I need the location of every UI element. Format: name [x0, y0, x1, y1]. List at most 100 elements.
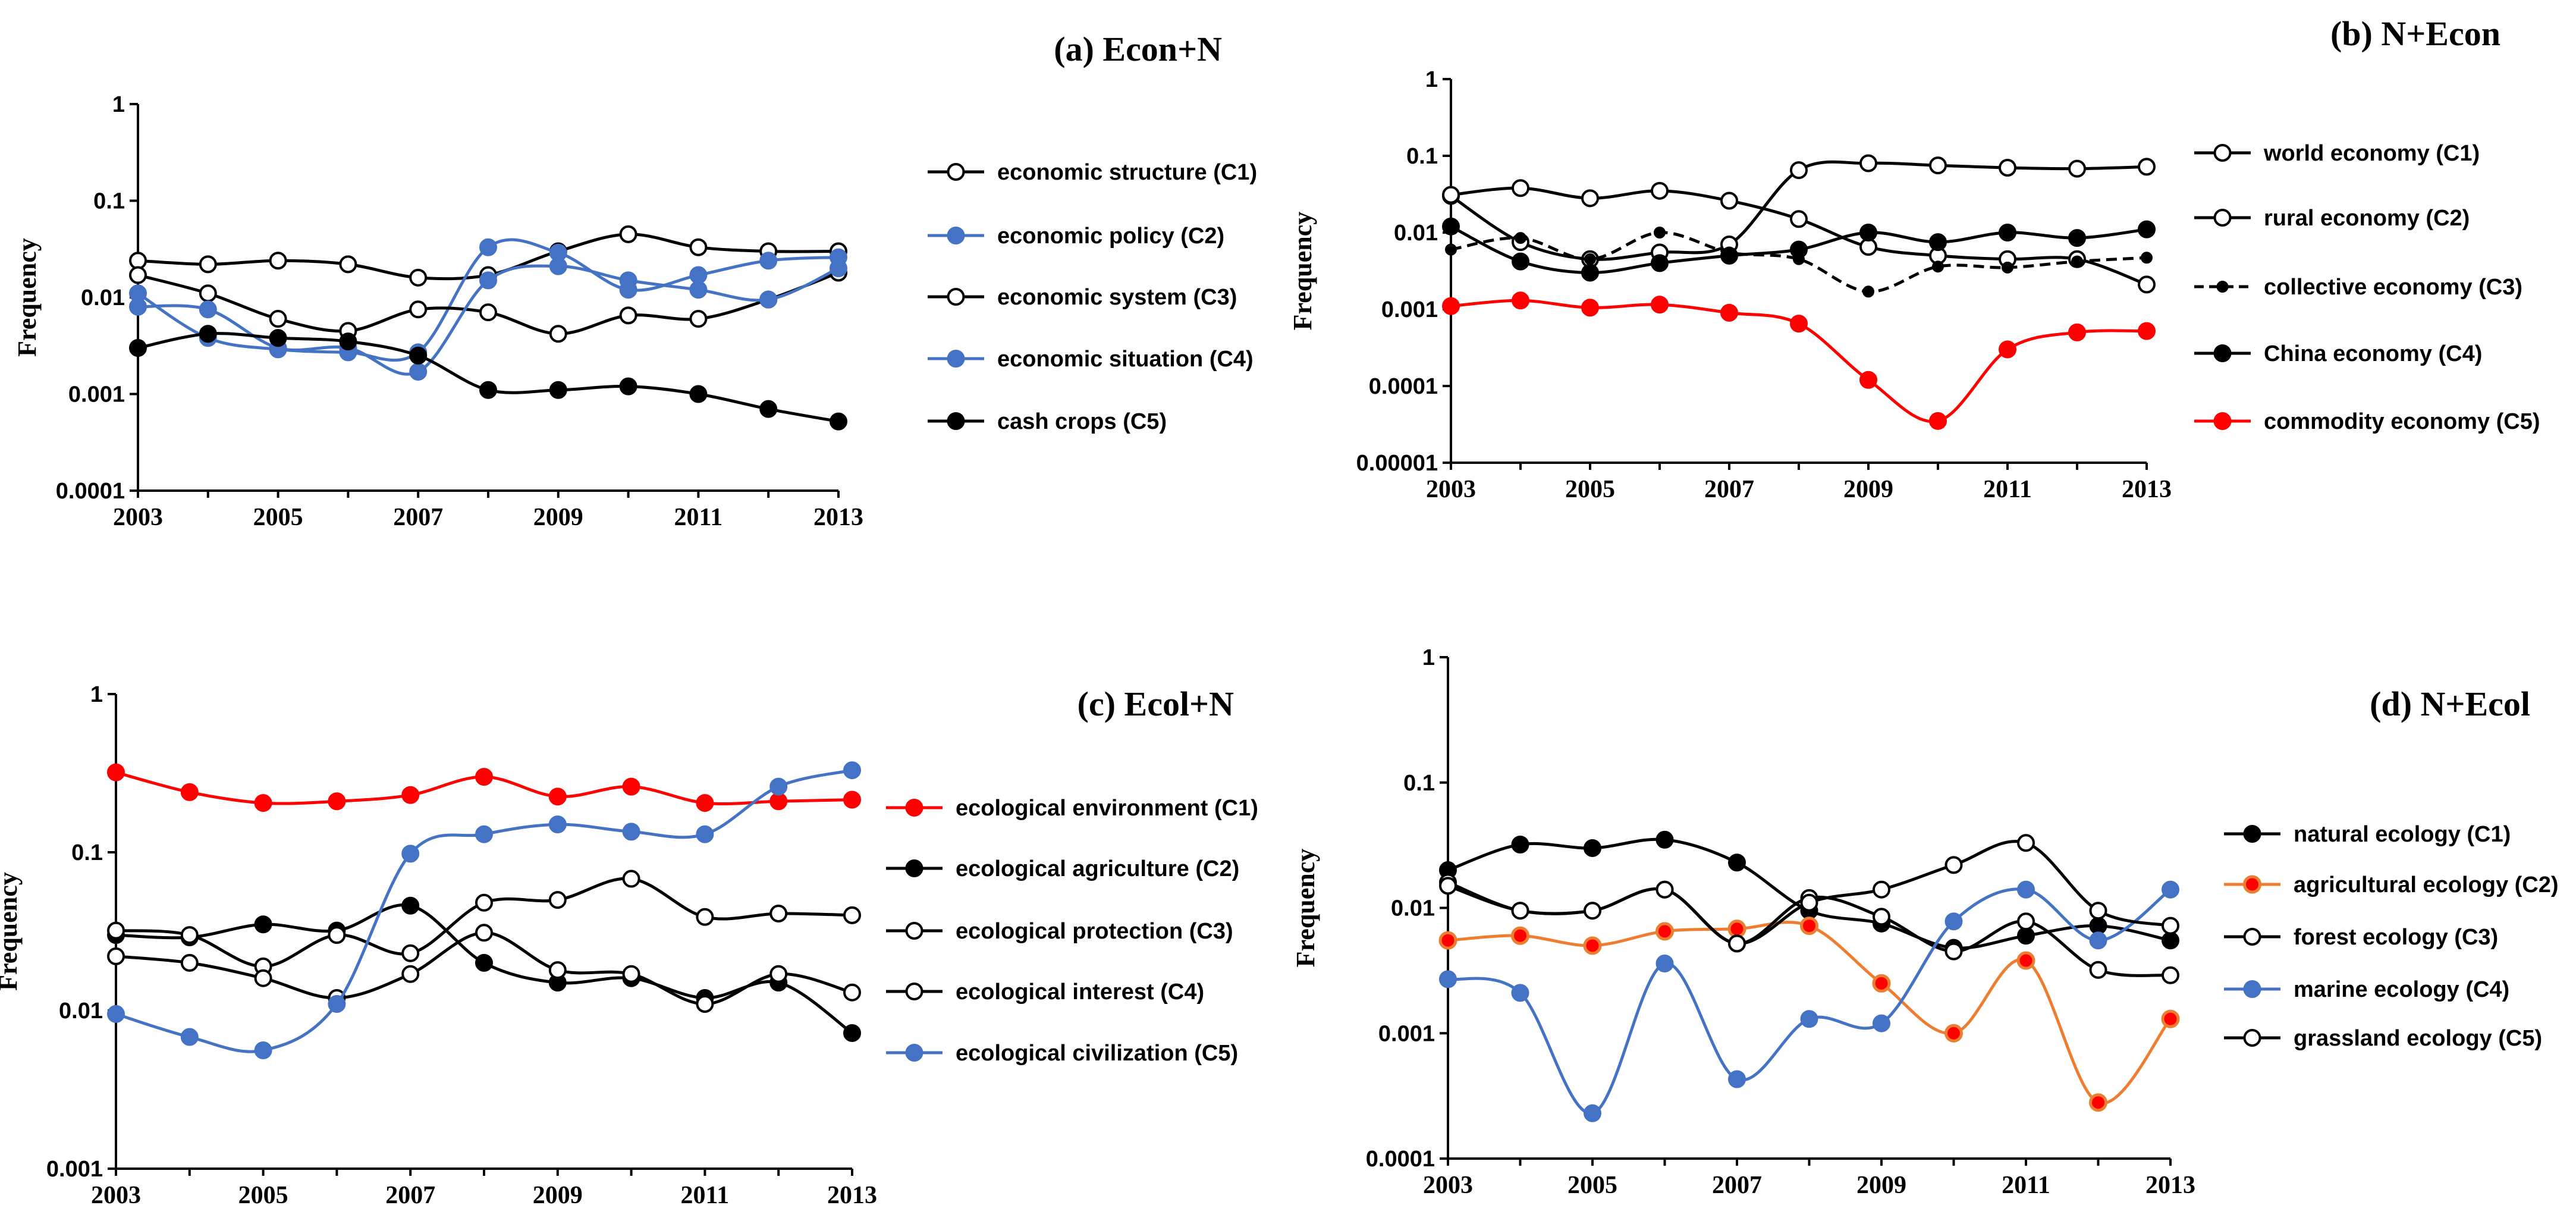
data-point [409, 268, 428, 287]
data-point [1442, 297, 1460, 315]
data-point [475, 825, 493, 843]
data-point [2089, 1093, 2107, 1112]
legend-marker [905, 1044, 923, 1062]
data-point [401, 965, 420, 983]
data-point [1872, 974, 1891, 993]
data-point [254, 1041, 272, 1059]
legend-marker [905, 983, 923, 1000]
legend-label: forest ecology (C3) [2294, 925, 2498, 950]
y-tick-label: 0.0001 [1369, 374, 1438, 399]
y-tick-label: 0.001 [68, 382, 125, 407]
legend-label: China economy (C4) [2264, 341, 2482, 366]
data-point [1651, 181, 1669, 200]
data-point [689, 385, 708, 403]
data-point [2089, 961, 2107, 979]
data-point [759, 400, 778, 418]
y-tick-label: 0.01 [1391, 896, 1435, 921]
x-tick-label: 2005 [1565, 476, 1615, 503]
data-point [1944, 1024, 1963, 1043]
y-tick-label: 0.1 [71, 840, 103, 865]
legend-marker [905, 859, 923, 877]
data-point [1873, 1014, 1890, 1032]
data-point [1728, 1070, 1746, 1088]
data-point [2089, 917, 2107, 935]
data-point [328, 926, 346, 944]
x-tick-label: 2003 [1423, 1172, 1473, 1199]
data-point [1442, 186, 1460, 204]
data-point [129, 252, 147, 270]
data-point [769, 904, 788, 922]
data-point [1581, 189, 1599, 208]
data-point [1800, 893, 1818, 912]
data-point [2162, 966, 2179, 984]
panel-title: (b) N+Econ [2330, 14, 2500, 53]
data-point [2068, 229, 2086, 247]
data-point [409, 363, 428, 381]
y-tick-label: 0.1 [1406, 144, 1438, 169]
data-point [2162, 880, 2179, 899]
series-line [1447, 887, 2172, 1115]
data-point [548, 815, 567, 834]
data-point [759, 252, 778, 270]
y-tick-label: 1 [1425, 67, 1438, 92]
legend-label: ecological environment (C1) [956, 796, 1258, 821]
y-axis-label: Frequency [12, 238, 42, 357]
x-tick-label: 2013 [2145, 1172, 2195, 1199]
legend-marker [2216, 281, 2229, 293]
legend-marker [947, 288, 965, 306]
legend-marker [947, 350, 965, 368]
data-point [1862, 285, 1874, 298]
data-point [254, 794, 272, 812]
data-point [769, 792, 788, 811]
x-tick-label: 2011 [2002, 1172, 2050, 1199]
y-tick-label: 0.001 [1378, 1021, 1435, 1046]
data-point [1651, 296, 1669, 314]
data-point [1439, 877, 1457, 895]
data-point [2017, 834, 2035, 852]
data-point [2138, 322, 2156, 340]
data-point [1581, 299, 1599, 317]
y-tick-label: 0.001 [1381, 297, 1438, 322]
legend-label: world economy (C1) [2263, 141, 2480, 166]
y-tick-label: 0.01 [59, 999, 103, 1024]
data-point [1442, 217, 1460, 236]
data-point [1720, 246, 1738, 265]
y-tick-label: 1 [1422, 645, 1435, 670]
data-point [475, 768, 493, 786]
legend-label: cash crops (C5) [997, 409, 1167, 434]
data-point [1944, 856, 1963, 874]
legend-label: grassland ecology (C5) [2294, 1026, 2542, 1051]
data-point [830, 412, 847, 431]
legend-marker [2243, 1029, 2261, 1047]
data-point [1445, 243, 1457, 256]
data-point [622, 777, 640, 796]
data-point [475, 893, 493, 912]
legend-label: economic policy (C2) [997, 224, 1224, 249]
data-point [328, 792, 346, 811]
legend-marker [947, 227, 965, 244]
data-point [401, 896, 420, 915]
data-point [689, 238, 708, 256]
data-point [2017, 912, 2035, 931]
data-point [1655, 922, 1674, 941]
data-point [479, 303, 497, 322]
x-tick-label: 2007 [393, 504, 443, 531]
data-point [1929, 412, 1947, 430]
data-point [2017, 880, 2035, 899]
legend-marker [2213, 209, 2232, 227]
legend-label: rural economy (C2) [2264, 206, 2470, 231]
legend-marker [905, 799, 923, 817]
x-tick-label: 2009 [533, 504, 583, 531]
data-point [696, 908, 714, 926]
data-point [843, 790, 861, 809]
data-point [180, 1028, 199, 1046]
data-point [2141, 252, 2153, 264]
data-point [1651, 254, 1669, 272]
x-tick-label: 2007 [1704, 476, 1754, 503]
x-tick-label: 2003 [1426, 476, 1476, 503]
data-point [1584, 839, 1601, 857]
x-tick-label: 2009 [1843, 476, 1893, 503]
data-point [769, 777, 788, 796]
